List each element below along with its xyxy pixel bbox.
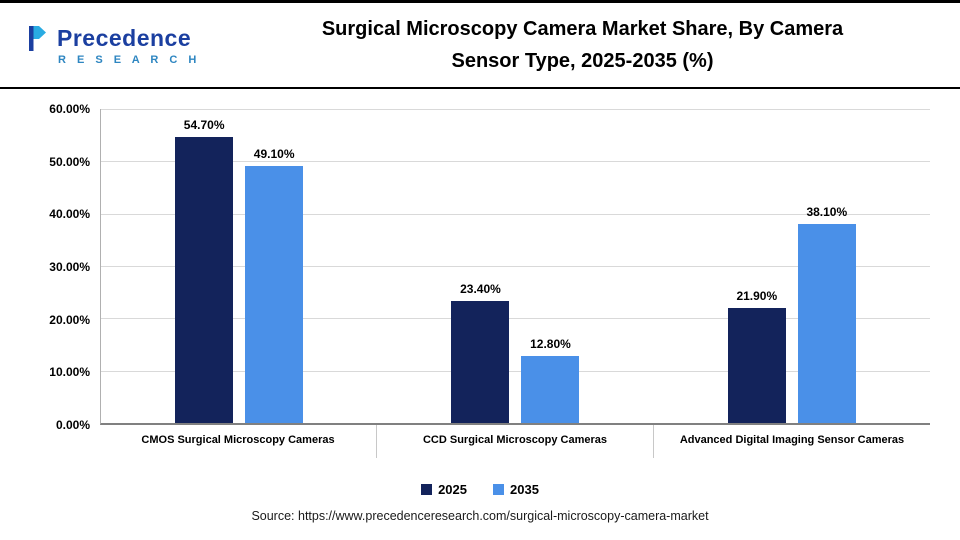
gridline xyxy=(101,109,930,110)
source-text: Source: https://www.precedenceresearch.c… xyxy=(251,509,709,523)
barwrap: 23.40% xyxy=(451,109,510,423)
value-label: 21.90% xyxy=(736,289,778,304)
y-axis: 60.00% 50.00% 40.00% 30.00% 20.00% 10.00… xyxy=(14,102,100,432)
chart-title-line2: Sensor Type, 2025-2035 (%) xyxy=(451,50,714,72)
value-label: 54.70% xyxy=(183,117,225,132)
value-label: 23.40% xyxy=(460,281,501,296)
legend-swatch-2025 xyxy=(421,484,433,495)
gridline xyxy=(101,213,930,215)
gridline xyxy=(101,266,930,267)
y-tick-label: 0.00% xyxy=(55,418,90,432)
legend-label: 2025 xyxy=(438,482,467,497)
legend-item-2025: 2025 xyxy=(421,482,467,497)
value-label: 49.10% xyxy=(253,147,295,162)
logo-subtitle: R E S E A R C H xyxy=(58,53,201,66)
chart-title: Surgical Microscopy Camera Market Share,… xyxy=(229,13,936,77)
y-tick-label: 60.00% xyxy=(49,102,90,116)
precedence-logo-icon xyxy=(29,26,46,51)
legend: 2025 2035 xyxy=(0,482,960,497)
barwrap: 54.70% xyxy=(175,109,234,423)
plot-area: 54.70% 49.10% 23.40% 12.80% xyxy=(100,109,930,425)
bar-2025 xyxy=(451,300,510,423)
legend-swatch-2035 xyxy=(493,484,504,495)
bar-2035 xyxy=(797,223,856,423)
legend-label: 2035 xyxy=(510,482,539,497)
legend-item-2035: 2035 xyxy=(493,482,539,497)
logo-name: Precedence xyxy=(57,24,192,51)
chart-area: 60.00% 50.00% 40.00% 30.00% 20.00% 10.00… xyxy=(14,102,930,432)
precedence-logo: Precedence R E S E A R C H xyxy=(24,25,229,66)
barwrap: 12.80% xyxy=(521,109,580,423)
bar-2035 xyxy=(245,166,304,423)
y-tick-label: 10.00% xyxy=(49,365,90,380)
category-label: CCD Surgical Microscopy Cameras xyxy=(376,425,653,458)
bar-group-cmos: 54.70% 49.10% xyxy=(101,109,377,423)
gridline xyxy=(101,161,930,163)
bar-2035 xyxy=(521,356,580,423)
category-label: CMOS Surgical Microscopy Cameras xyxy=(141,434,335,446)
barwrap: 38.10% xyxy=(797,109,856,423)
value-label: 12.80% xyxy=(530,337,571,352)
y-tick-label: 20.00% xyxy=(49,312,90,327)
category-label: Advanced Digital Imaging Sensor Cameras xyxy=(653,425,930,458)
y-tick-label: 50.00% xyxy=(49,154,90,169)
bar-2025 xyxy=(727,308,786,423)
chart-title-line1: Surgical Microscopy Camera Market Share,… xyxy=(321,18,844,40)
category-labels: CMOS Surgical Microscopy Cameras CCD Sur… xyxy=(100,425,930,458)
bar-2025 xyxy=(175,136,234,423)
gridline xyxy=(101,370,930,372)
barwrap: 49.10% xyxy=(245,109,304,423)
y-tick-label: 30.00% xyxy=(49,260,90,274)
value-label: 38.10% xyxy=(806,204,848,219)
barwrap: 21.90% xyxy=(727,109,786,423)
gridline xyxy=(101,318,930,320)
bar-group-ccd: 23.40% 12.80% xyxy=(377,109,653,423)
x-axis-labels: CMOS Surgical Microscopy Cameras CCD Sur… xyxy=(14,425,930,458)
bar-groups: 54.70% 49.10% 23.40% 12.80% xyxy=(101,109,930,423)
y-tick-label: 40.00% xyxy=(49,207,90,222)
bar-group-advanced: 21.90% 38.10% xyxy=(654,109,930,423)
header: Precedence R E S E A R C H Surgical Micr… xyxy=(0,3,960,89)
